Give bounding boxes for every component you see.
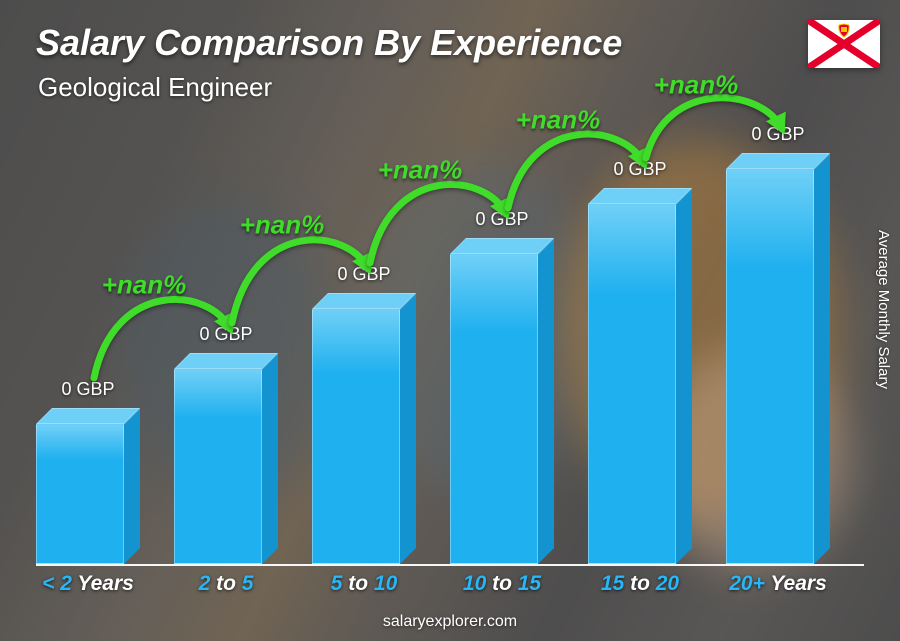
pct-increase-badge: +nan%: [378, 155, 463, 186]
bar: 0 GBP5 to 10: [312, 309, 416, 564]
bar: 0 GBP< 2 Years: [36, 424, 140, 564]
bar-label: < 2 Years: [42, 572, 134, 596]
bar-label: 20+ Years: [729, 572, 827, 596]
y-axis-label: Average Monthly Salary: [875, 230, 892, 389]
bar: 0 GBP20+ Years: [726, 169, 830, 564]
bar-label: 5 to 10: [331, 572, 398, 596]
pct-increase-badge: +nan%: [102, 270, 187, 301]
chart-baseline: [36, 564, 864, 566]
bar: 0 GBP2 to 5: [174, 369, 278, 564]
bar-chart: 0 GBP< 2 Years 0 GBP2 to 5 0 GBP5 to 10 0 G…: [36, 150, 864, 602]
chart-subtitle: Geological Engineer: [38, 72, 272, 103]
pct-increase-badge: +nan%: [240, 210, 325, 241]
bar-label: 15 to 20: [601, 572, 679, 596]
chart-canvas: Salary Comparison By Experience Geologic…: [0, 0, 900, 641]
bar: 0 GBP10 to 15: [450, 254, 554, 564]
jersey-flag-icon: [808, 20, 880, 68]
bar-label: 2 to 5: [199, 572, 254, 596]
chart-title: Salary Comparison By Experience: [36, 22, 622, 64]
pct-increase-badge: +nan%: [654, 70, 739, 101]
bar-label: 10 to 15: [463, 572, 541, 596]
bar: 0 GBP15 to 20: [588, 204, 692, 564]
pct-increase-badge: +nan%: [516, 105, 601, 136]
footer-credit: salaryexplorer.com: [383, 613, 517, 631]
